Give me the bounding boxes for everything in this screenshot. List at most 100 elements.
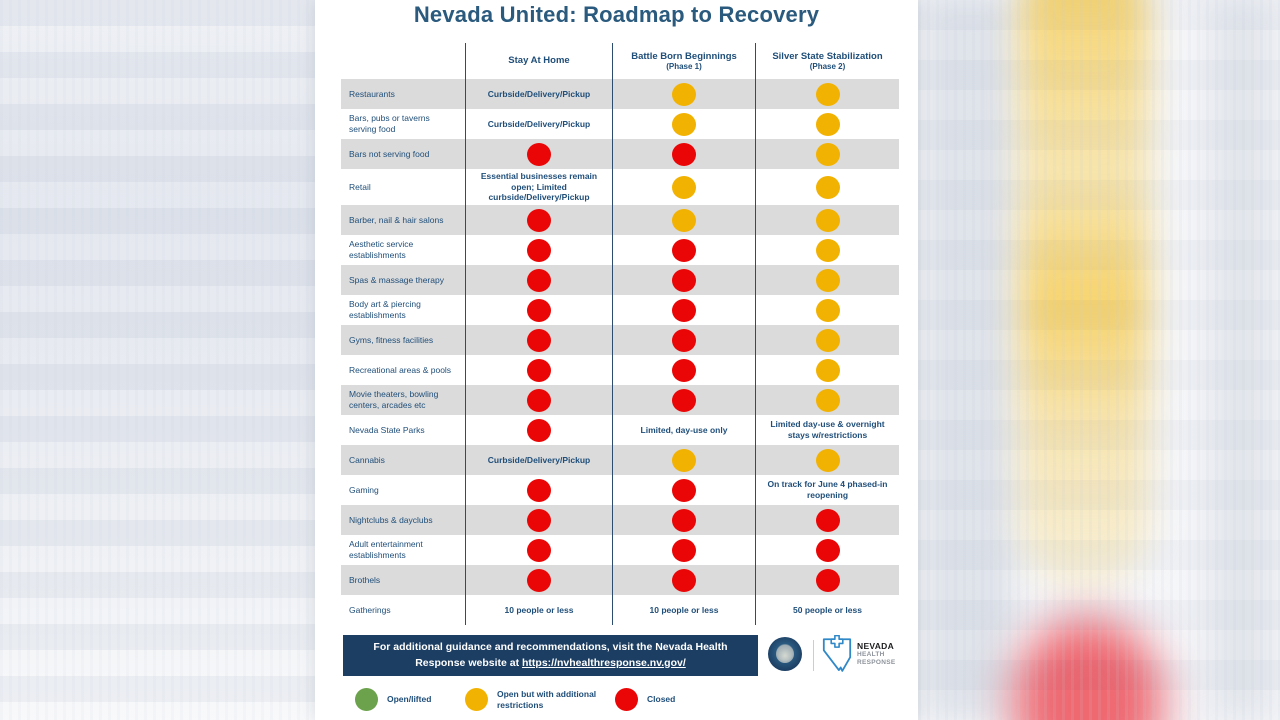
status-dot-red [527,142,551,166]
status-dot-yellow [672,112,696,136]
status-cell [612,139,755,169]
status-dot-red [527,328,551,352]
status-cell: Essential businesses remain open; Limite… [465,169,612,205]
status-cell [612,325,755,355]
table-row: Retail Essential businesses remain open;… [341,169,899,205]
status-cell [612,79,755,109]
status-dot-red [672,298,696,322]
table-row: Adult entertainment establishments [341,535,899,565]
table-row: Recreational areas & pools [341,355,899,385]
status-dot-yellow [815,328,840,352]
status-cell [612,295,755,325]
table-row: Gaming On track for June 4 phased-in reo… [341,475,899,505]
nevada-health-response-logo: NEVADA HEALTH RESPONSE [821,635,896,673]
status-dot-yellow [672,208,696,232]
status-cell [612,535,755,565]
status-cell [465,235,612,265]
blur-yellow-streak [1020,0,1148,590]
status-cell [612,169,755,205]
status-dot-yellow [815,82,840,106]
status-cell [755,325,899,355]
status-cell [612,205,755,235]
status-cell [612,505,755,535]
status-dot-red [527,478,551,502]
table-row: Cannabis Curbside/Delivery/Pickup [341,445,899,475]
table-row: Nevada State Parks Limited, day-use only… [341,415,899,445]
blur-gray-streak [926,0,1012,720]
status-cell [465,295,612,325]
status-dot-red [527,538,551,562]
status-cell [755,565,899,595]
status-dot-red [815,508,840,532]
legend-dot-red [615,688,638,711]
column-header-phase-2: Silver State Stabilization (Phase 2) [755,43,899,79]
status-cell [755,205,899,235]
status-cell [755,139,899,169]
status-dot-red [527,418,551,442]
status-cell: Curbside/Delivery/Pickup [465,79,612,109]
table-row: Gyms, fitness facilities [341,325,899,355]
status-dot-red [527,268,551,292]
status-dot-yellow [815,208,840,232]
row-label: Adult entertainment establishments [349,539,423,560]
status-dot-red [672,568,696,592]
status-dot-red [527,358,551,382]
status-cell: 10 people or less [465,595,612,625]
status-cell [465,385,612,415]
status-dot-red [672,328,696,352]
status-dot-yellow [815,448,840,472]
status-dot-red [672,238,696,262]
nhr-logo-line3: RESPONSE [857,658,896,666]
status-cell [755,355,899,385]
status-cell: Curbside/Delivery/Pickup [465,109,612,139]
status-dot-red [672,358,696,382]
status-dot-red [815,538,840,562]
status-dot-red [672,388,696,412]
status-dot-red [672,538,696,562]
status-cell: 50 people or less [755,595,899,625]
row-label: Barber, nail & hair salons [349,214,444,225]
legend-label: Closed [647,694,676,705]
blurred-background-right [918,0,1280,720]
status-cell [755,445,899,475]
status-dot-red [672,268,696,292]
row-label: Movie theaters, bowling centers, arcades… [349,389,439,410]
status-cell [755,535,899,565]
status-cell [612,109,755,139]
row-label: Nevada State Parks [349,424,425,435]
footer-banner: For additional guidance and recommendati… [343,635,758,676]
table-row: Nightclubs & dayclubs [341,505,899,535]
table-row: Bars, pubs or taverns serving food Curbs… [341,109,899,139]
legend-item: Closed [615,688,675,711]
status-dot-red [527,568,551,592]
status-dot-yellow [672,82,696,106]
nevada-outline-cross-icon [822,635,852,672]
status-cell: 10 people or less [612,595,755,625]
status-cell [612,385,755,415]
row-label: Cannabis [349,454,385,465]
table-row: Movie theaters, bowling centers, arcades… [341,385,899,415]
table-row: Bars not serving food [341,139,899,169]
status-cell [755,505,899,535]
status-cell [465,325,612,355]
status-dot-yellow [815,112,840,136]
health-response-link[interactable]: https://nvhealthresponse.nv.gov/ [522,656,686,669]
status-dot-red [672,142,696,166]
logo-divider [813,640,814,671]
legend-dot-green [355,688,378,711]
row-label: Nightclubs & dayclubs [349,514,433,525]
status-cell [612,355,755,385]
status-cell: Limited, day-use only [612,415,755,445]
status-dot-red [527,208,551,232]
row-label: Spas & massage therapy [349,274,444,285]
legend-dot-yellow [465,688,488,711]
legend-item: Open but with additional restrictions [465,688,597,711]
status-cell: Limited day-use & overnight stays w/rest… [755,415,899,445]
status-dot-red [527,238,551,262]
row-label: Gaming [349,484,379,495]
status-cell [755,235,899,265]
row-label: Aesthetic service establishments [349,239,414,260]
status-cell: On track for June 4 phased-in reopening [755,475,899,505]
status-cell [755,385,899,415]
